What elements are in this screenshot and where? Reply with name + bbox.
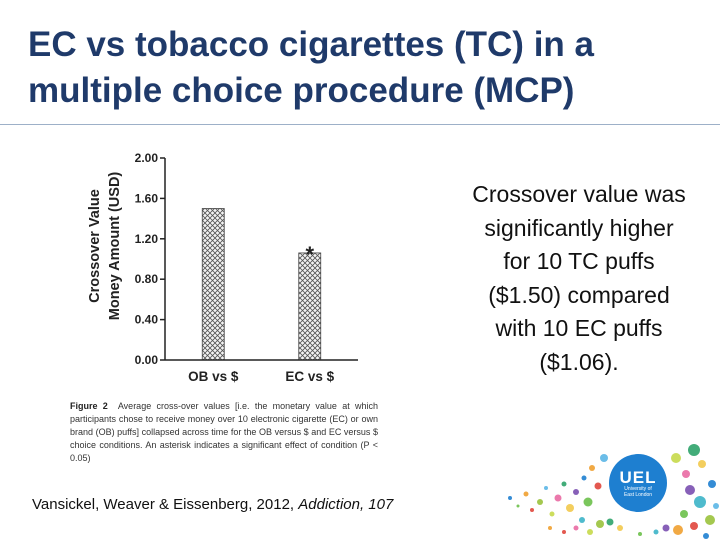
uel-logo-text: UEL	[619, 468, 657, 487]
y-tick-label: 0.80	[135, 272, 159, 286]
logo-dot	[698, 460, 706, 468]
logo-dot	[530, 508, 534, 512]
logo-dot	[548, 526, 552, 530]
logo-dot	[694, 496, 706, 508]
bar-chart: Crossover Value Money Amount (USD) 0.000…	[87, 151, 358, 384]
bars	[201, 208, 322, 361]
y-tick-label: 0.40	[135, 313, 159, 327]
y-axis-title-line2: Money Amount (USD)	[107, 172, 123, 321]
logo-dot	[566, 504, 574, 512]
logo-dot	[600, 454, 608, 462]
logo-dot	[516, 504, 520, 508]
callout-text: Crossover value was significantly higher…	[472, 181, 686, 375]
logo-dot	[523, 491, 529, 497]
logo-dot	[638, 532, 642, 536]
x-axis-labels: OB vs $ EC vs $	[188, 369, 335, 384]
title-divider	[0, 124, 720, 125]
logo-dot	[690, 522, 698, 530]
logo-dot	[561, 481, 567, 487]
logo-dot	[617, 525, 623, 531]
logo-dot	[708, 480, 716, 488]
bar	[201, 208, 225, 361]
logo-dot	[680, 510, 688, 518]
y-axis-ticks: 0.00 0.40 0.80 1.20 1.60 2.00	[135, 151, 165, 367]
logo-dot	[508, 496, 512, 500]
logo-dot	[703, 533, 709, 539]
slide-title: EC vs tobacco cigarettes (TC) in a multi…	[28, 25, 594, 110]
logo-dot	[583, 497, 593, 507]
logo-dot	[662, 524, 670, 532]
annotations: *	[305, 242, 314, 267]
logo-dot	[579, 517, 585, 523]
logo-dot	[685, 485, 695, 495]
university-logo: UEL University of East London	[480, 440, 720, 540]
uel-logo-badge: UEL University of East London	[609, 454, 667, 512]
figure-caption-label: Figure 2	[70, 401, 108, 411]
axes	[164, 158, 358, 361]
logo-dot	[562, 530, 566, 534]
logo-dot	[573, 489, 579, 495]
logo-dot	[594, 482, 602, 490]
logo-dot	[537, 499, 543, 505]
figure-caption-text: Average cross-over values [i.e. the mone…	[70, 401, 378, 463]
x-tick-label: OB vs $	[188, 369, 239, 384]
citation-authors: Vansickel, Weaver & Eissenberg, 2012,	[32, 496, 299, 513]
logo-dots	[508, 444, 719, 539]
logo-dot	[673, 525, 683, 535]
y-axis-title-line1: Crossover Value	[87, 189, 103, 303]
citation: Vansickel, Weaver & Eissenberg, 2012, Ad…	[32, 496, 502, 513]
x-tick-label: EC vs $	[285, 369, 334, 384]
uel-logo-subtitle-1: University of	[624, 486, 652, 492]
y-tick-label: 0.00	[135, 353, 159, 367]
logo-dot	[587, 529, 593, 535]
y-axis-title: Crossover Value Money Amount (USD)	[87, 172, 123, 321]
logo-dot	[713, 503, 719, 509]
logo-dot	[581, 475, 587, 481]
logo-dot	[589, 465, 595, 471]
logo-dot	[688, 444, 700, 456]
y-tick-label: 1.20	[135, 232, 159, 246]
logo-dot	[682, 470, 690, 478]
bar	[298, 252, 322, 361]
logo-dot	[554, 494, 562, 502]
uel-logo-subtitle-2: East London	[623, 492, 653, 498]
logo-dot	[544, 486, 548, 490]
significance-asterisk: *	[305, 242, 314, 267]
y-tick-label: 1.60	[135, 191, 159, 205]
logo-dot	[671, 453, 681, 463]
citation-journal: Addiction, 107	[298, 496, 394, 513]
logo-dot	[653, 529, 659, 535]
figure-caption: Figure 2 Average cross-over values [i.e.…	[70, 400, 378, 465]
logo-dot	[573, 525, 579, 531]
logo-dot	[606, 518, 614, 526]
logo-dot	[596, 520, 604, 528]
y-tick-label: 2.00	[135, 151, 159, 165]
logo-dot	[705, 515, 715, 525]
logo-dot	[549, 511, 555, 517]
